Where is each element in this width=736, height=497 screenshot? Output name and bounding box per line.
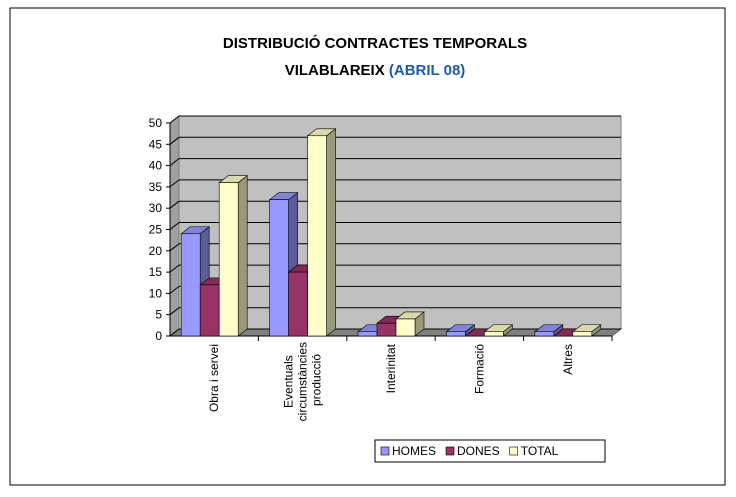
legend-box — [374, 439, 606, 463]
y-tick-label: 35 — [149, 180, 163, 194]
bar — [218, 175, 249, 337]
bar-front — [218, 182, 239, 337]
bar — [533, 324, 564, 337]
grid-line — [169, 136, 180, 145]
subtitle-highlight: (ABRIL 08) — [389, 62, 465, 79]
bar — [395, 311, 425, 337]
y-tick-label: 5 — [155, 308, 162, 322]
legend-label: DONES — [457, 444, 500, 458]
bar-front — [446, 331, 466, 337]
x-tick-label: Obra i servei — [207, 344, 221, 412]
bar — [483, 324, 514, 337]
grid-line — [169, 158, 180, 166]
subtitle-text: VILABLAREIX — [285, 62, 385, 79]
legend-swatch — [509, 446, 519, 456]
bar-front — [307, 135, 327, 337]
bar-side — [326, 128, 336, 337]
y-tick-label: 20 — [149, 244, 163, 258]
grid-line — [169, 200, 180, 209]
bar-front — [357, 331, 378, 337]
bar-front — [572, 331, 593, 337]
y-tick-label: 45 — [149, 137, 163, 151]
bar-front — [376, 322, 397, 337]
bar-front — [180, 233, 201, 337]
y-tick-label: 10 — [149, 286, 163, 300]
legend-swatch — [380, 446, 390, 456]
grid-line — [169, 264, 180, 273]
bar — [571, 324, 602, 337]
bar-front — [199, 284, 220, 337]
legend-label: TOTAL — [521, 444, 559, 458]
grid-line — [169, 328, 180, 337]
grid-line — [169, 222, 180, 230]
legend-label: HOMES — [392, 444, 436, 458]
y-tick-label: 15 — [149, 265, 163, 279]
bar-front — [269, 199, 289, 337]
x-tick-label: Eventuals circumstàncies producció — [282, 339, 324, 422]
grid-line — [169, 243, 180, 252]
bar-side — [237, 175, 248, 337]
x-tick-label: Interinitat — [384, 343, 398, 393]
y-tick-label: 30 — [149, 201, 163, 215]
y-tick-label: 40 — [149, 159, 163, 173]
grid-line — [169, 307, 180, 316]
grid-line — [169, 179, 180, 188]
x-tick-label: Altres — [561, 344, 575, 375]
bar-front — [534, 331, 555, 337]
chart-title: DISTRIBUCIÓ CONTRACTES TEMPORALS — [223, 34, 527, 52]
y-tick-label: 0 — [155, 329, 162, 343]
y-tick-label: 25 — [149, 223, 163, 237]
grid-line — [169, 115, 180, 124]
bar-front — [484, 331, 504, 337]
grid-line — [169, 286, 180, 294]
chart-subtitle: VILABLAREIX (ABRIL 08) — [285, 62, 466, 79]
y-tick-label: 50 — [149, 116, 163, 130]
bar-front — [395, 318, 416, 337]
bar-front — [288, 271, 308, 337]
legend-swatch — [445, 446, 455, 456]
x-tick-label: Formació — [472, 344, 486, 394]
bar — [306, 128, 337, 337]
